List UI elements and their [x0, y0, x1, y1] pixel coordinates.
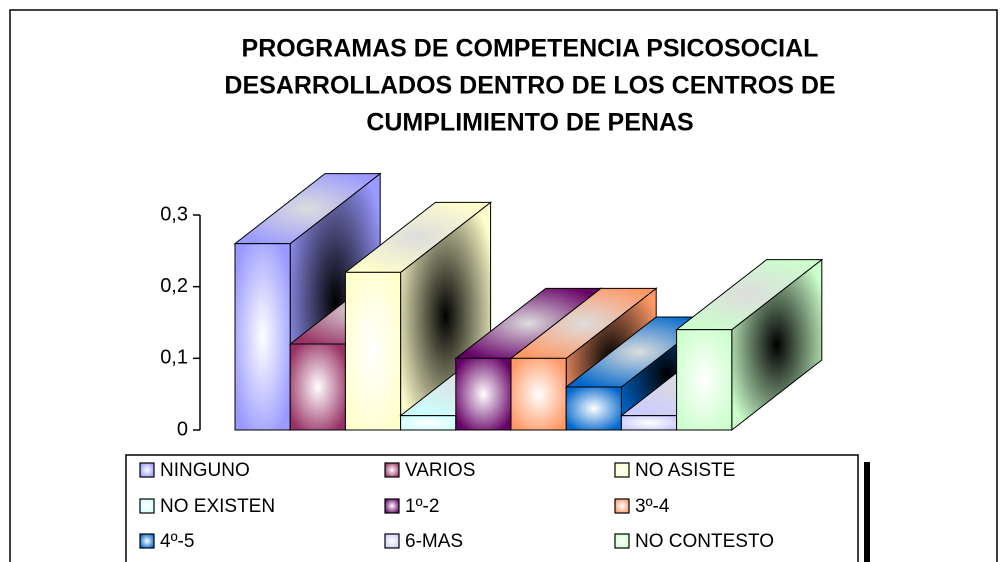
- y-tick-label: 0: [177, 418, 188, 440]
- bar: [675, 258, 824, 432]
- bar-front: [344, 271, 402, 431]
- legend-swatch: [139, 462, 155, 478]
- bar-front: [510, 357, 567, 431]
- y-tick-label: 0,2: [160, 275, 188, 297]
- y-tick-label: 0,1: [160, 347, 188, 369]
- legend-swatch: [384, 498, 400, 514]
- y-tick-label: 0,3: [160, 203, 188, 225]
- legend-swatch: [614, 462, 630, 478]
- legend-swatch: [384, 533, 400, 549]
- legend-label: NO ASISTE: [635, 460, 735, 481]
- legend: [125, 454, 859, 562]
- legend-swatch: [139, 498, 155, 514]
- bar-front: [234, 243, 291, 431]
- bar-front: [565, 386, 622, 431]
- legend-swatch: [384, 462, 400, 478]
- legend-label: NO CONTESTO: [635, 531, 774, 552]
- bar-front: [676, 329, 733, 431]
- bar-front: [620, 415, 678, 431]
- legend-label: VARIOS: [405, 460, 475, 481]
- legend-label: 4º-5: [160, 531, 194, 552]
- legend-label: NINGUNO: [160, 460, 250, 481]
- legend-label: NO EXISTEN: [160, 496, 275, 517]
- legend-swatch: [614, 498, 630, 514]
- chart-title: CUMPLIMIENTO DE PENAS: [366, 109, 693, 137]
- legend-shadow: [864, 462, 870, 562]
- legend-swatch: [139, 533, 155, 549]
- legend-label: 1º-2: [405, 496, 439, 517]
- bar: [343, 201, 493, 432]
- bar-front: [455, 357, 512, 431]
- chart-title: PROGRAMAS DE COMPETENCIA PSICOSOCIAL: [242, 35, 819, 63]
- chart-title: DESARROLLADOS DENTRO DE LOS CENTROS DE: [224, 72, 835, 100]
- legend-label: 3º-4: [635, 496, 670, 517]
- bar-front: [400, 415, 457, 431]
- bar-front: [289, 343, 346, 431]
- legend-label: 6-MAS: [405, 531, 463, 552]
- legend-swatch: [614, 533, 630, 549]
